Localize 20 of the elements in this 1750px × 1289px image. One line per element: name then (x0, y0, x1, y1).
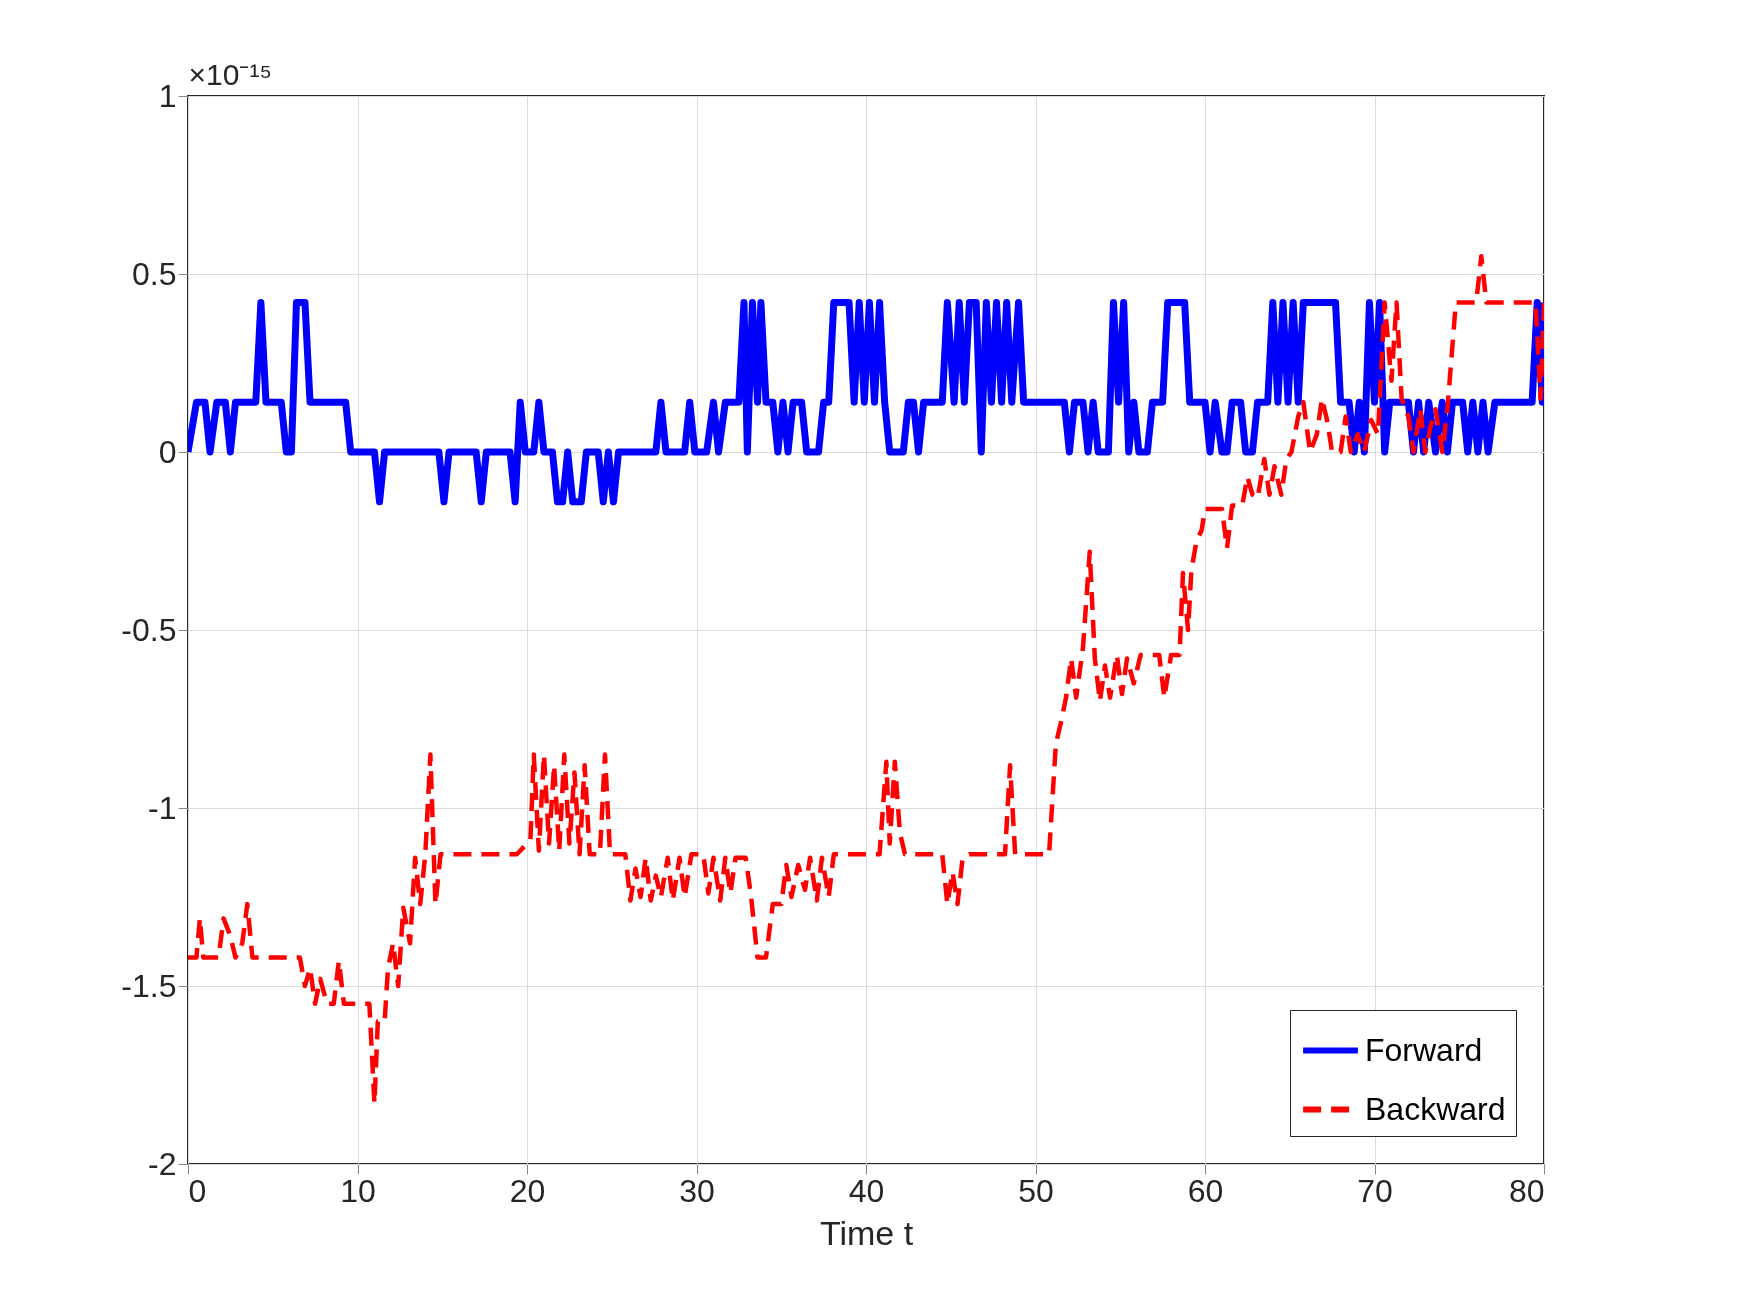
y-tick-label: -0.5 (121, 611, 177, 648)
y-tick-label: -1 (148, 789, 177, 826)
x-tick-label: 60 (1187, 1172, 1224, 1209)
y-tick-label: -2 (148, 1145, 177, 1182)
y-tick-label: 0 (158, 433, 177, 470)
x-tick-label: 40 (848, 1172, 885, 1209)
y-tick-label: -1.5 (121, 967, 177, 1004)
legend-label: Backward (1365, 1090, 1506, 1127)
x-tick-label: 10 (340, 1172, 376, 1209)
x-tick-label: 30 (679, 1172, 715, 1209)
x-tick-label: 50 (1018, 1172, 1054, 1209)
text: ×10⁻¹⁵ (188, 57, 272, 91)
x-tick-label: 20 (509, 1172, 546, 1209)
y-tick-label: 0.5 (132, 255, 177, 292)
y-tick-label: 1 (158, 77, 177, 114)
x-tick-label: 0 (188, 1172, 207, 1209)
x-tick-label: 70 (1357, 1172, 1393, 1209)
x-axis-title: Time t (819, 1213, 914, 1252)
legend-label: Forward (1365, 1031, 1483, 1068)
x-tick-label: 80 (1508, 1172, 1545, 1209)
